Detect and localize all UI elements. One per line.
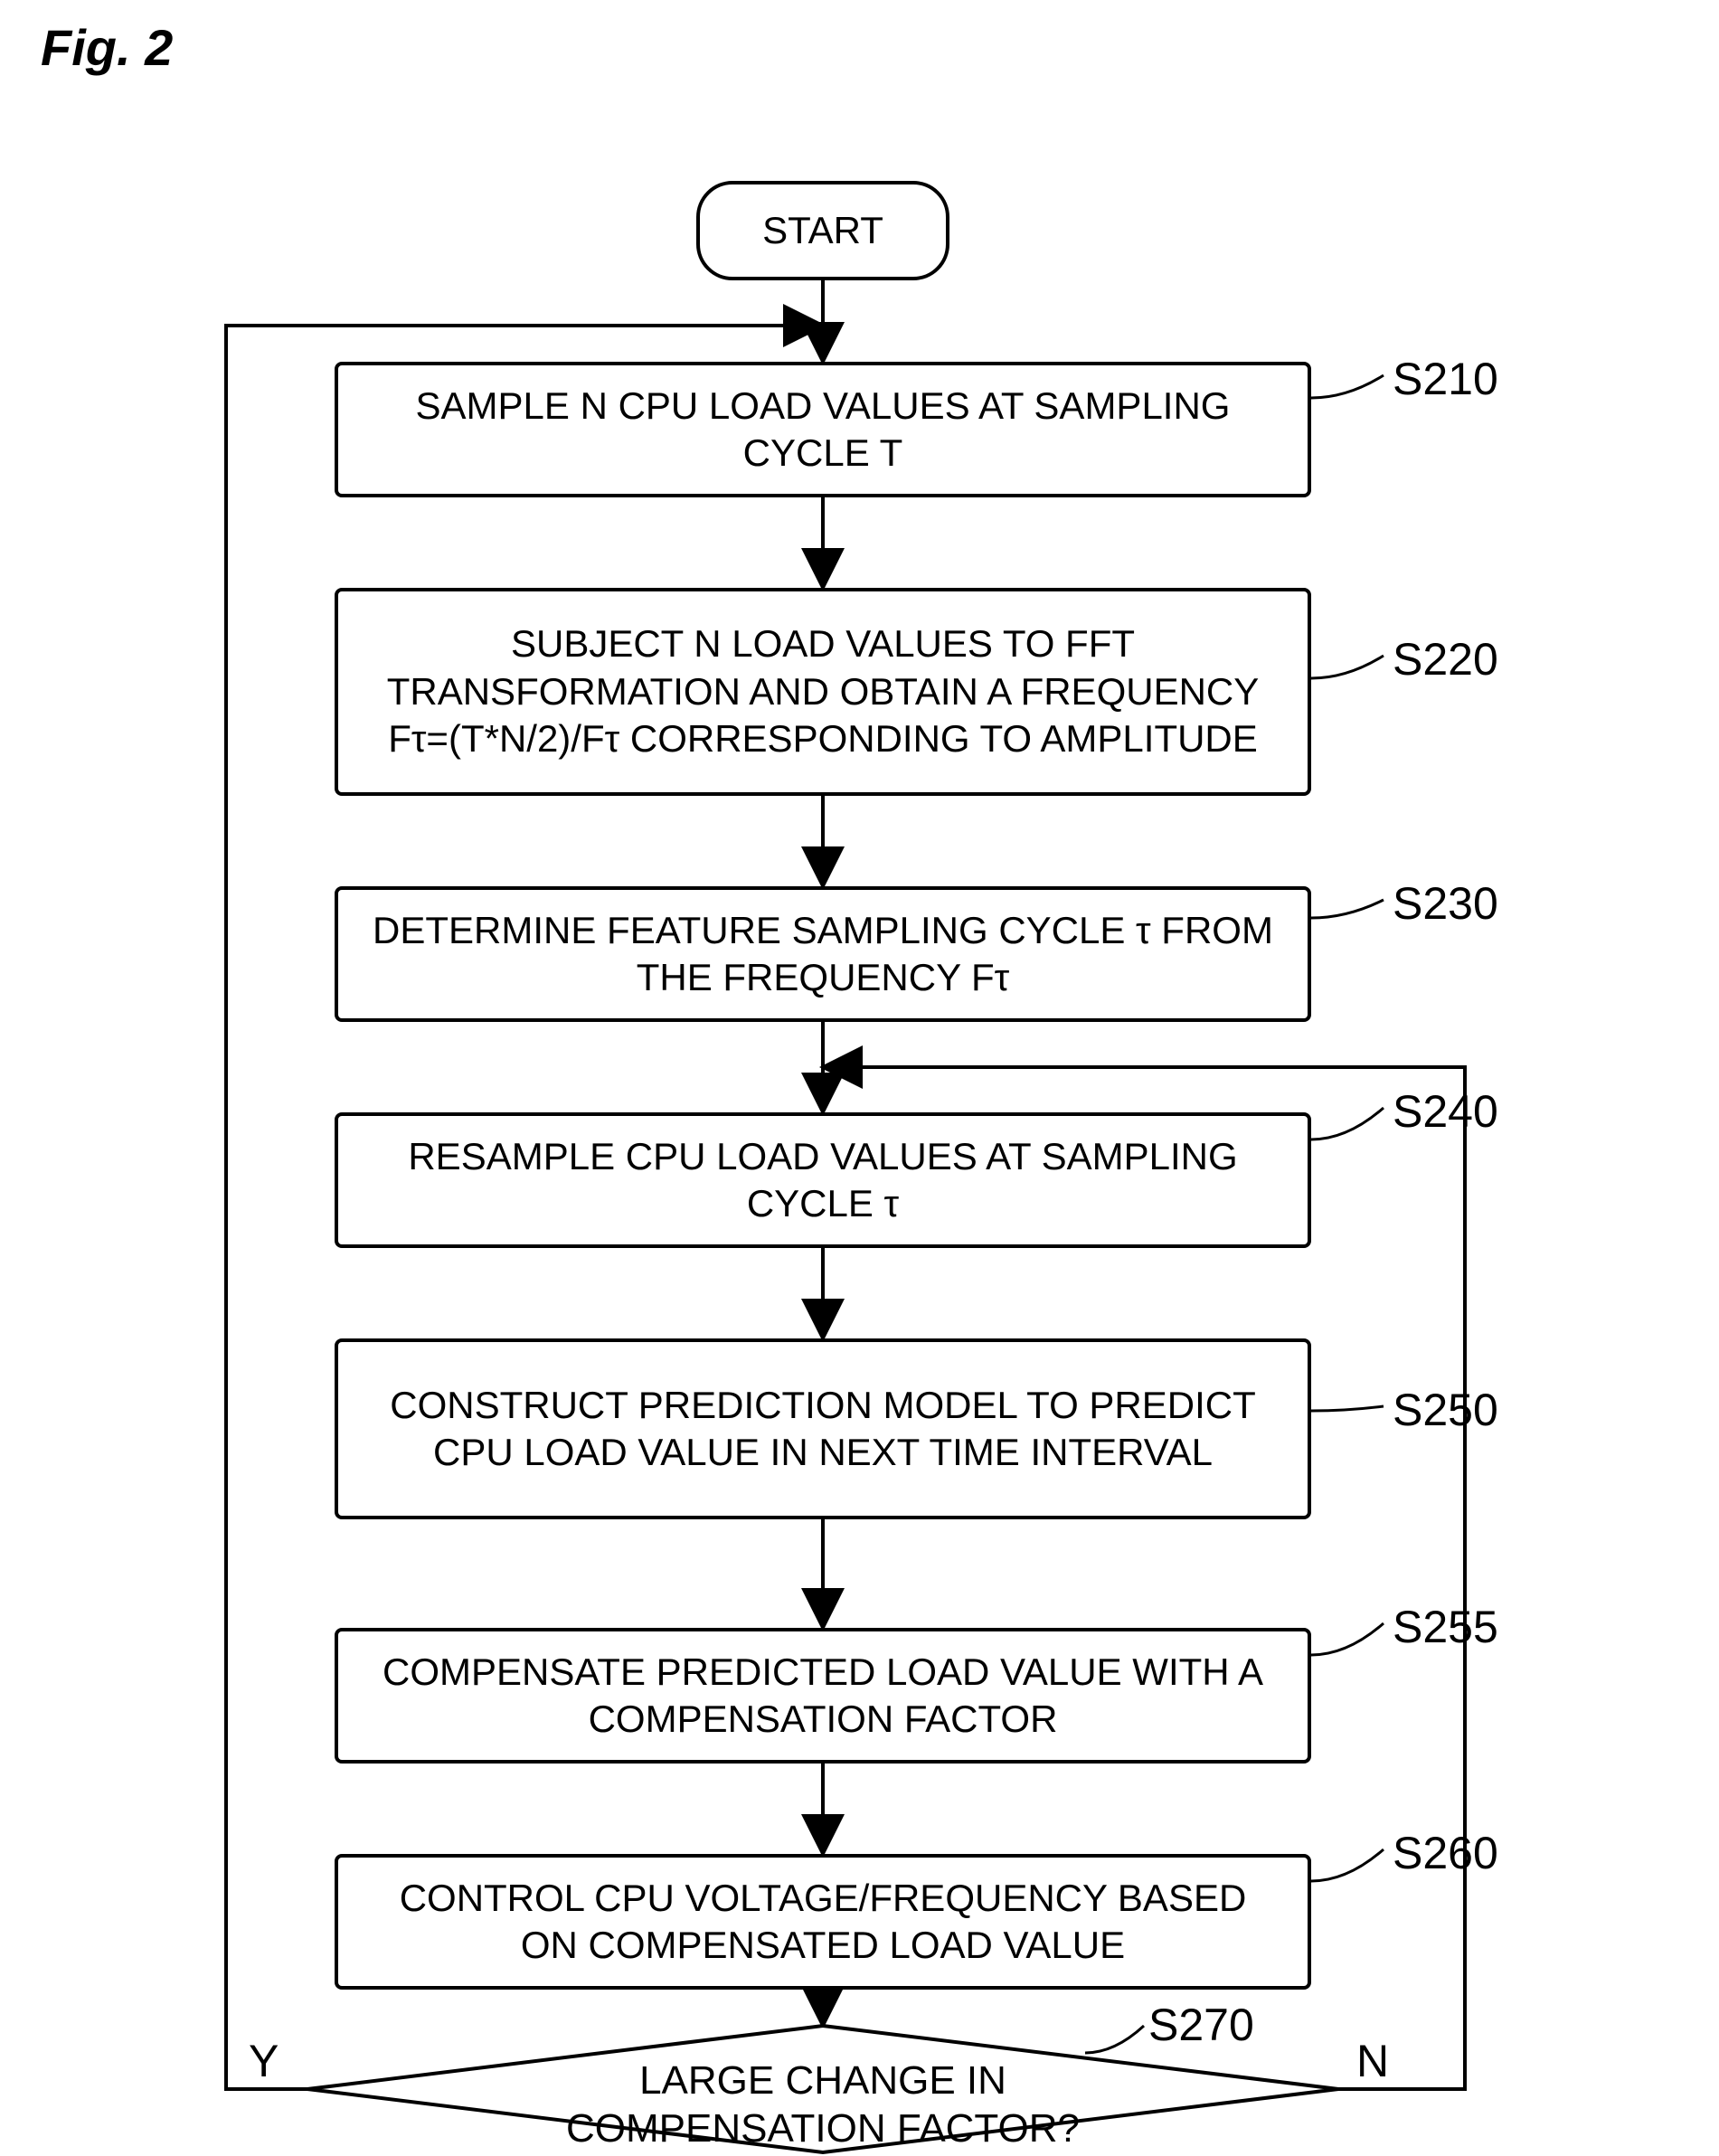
- figure-label: Fig. 2: [41, 18, 173, 77]
- yes-label: Y: [249, 2035, 279, 2087]
- process-s240: RESAMPLE CPU LOAD VALUES AT SAMPLINGCYCL…: [335, 1112, 1311, 1248]
- process-s260: CONTROL CPU VOLTAGE/FREQUENCY BASEDON CO…: [335, 1854, 1311, 1990]
- process-s210: SAMPLE N CPU LOAD VALUES AT SAMPLINGCYCL…: [335, 362, 1311, 497]
- step-label-s250: S250: [1393, 1384, 1498, 1436]
- step-label-s240: S240: [1393, 1085, 1498, 1138]
- no-label: N: [1356, 2035, 1389, 2087]
- step-label-s230: S230: [1393, 877, 1498, 930]
- step-label-s210: S210: [1393, 353, 1498, 405]
- decision-text: LARGE CHANGE INCOMPENSATION FACTOR?: [506, 2057, 1139, 2153]
- step-label-s270: S270: [1148, 1999, 1254, 2051]
- start-node: START: [696, 181, 949, 280]
- process-s230: DETERMINE FEATURE SAMPLING CYCLE τ FROMT…: [335, 886, 1311, 1022]
- step-label-s255: S255: [1393, 1601, 1498, 1653]
- process-s255: COMPENSATE PREDICTED LOAD VALUE WITH ACO…: [335, 1628, 1311, 1764]
- process-s250: CONSTRUCT PREDICTION MODEL TO PREDICTCPU…: [335, 1338, 1311, 1519]
- step-label-s220: S220: [1393, 633, 1498, 686]
- step-label-s260: S260: [1393, 1827, 1498, 1879]
- process-s220: SUBJECT N LOAD VALUES TO FFTTRANSFORMATI…: [335, 588, 1311, 796]
